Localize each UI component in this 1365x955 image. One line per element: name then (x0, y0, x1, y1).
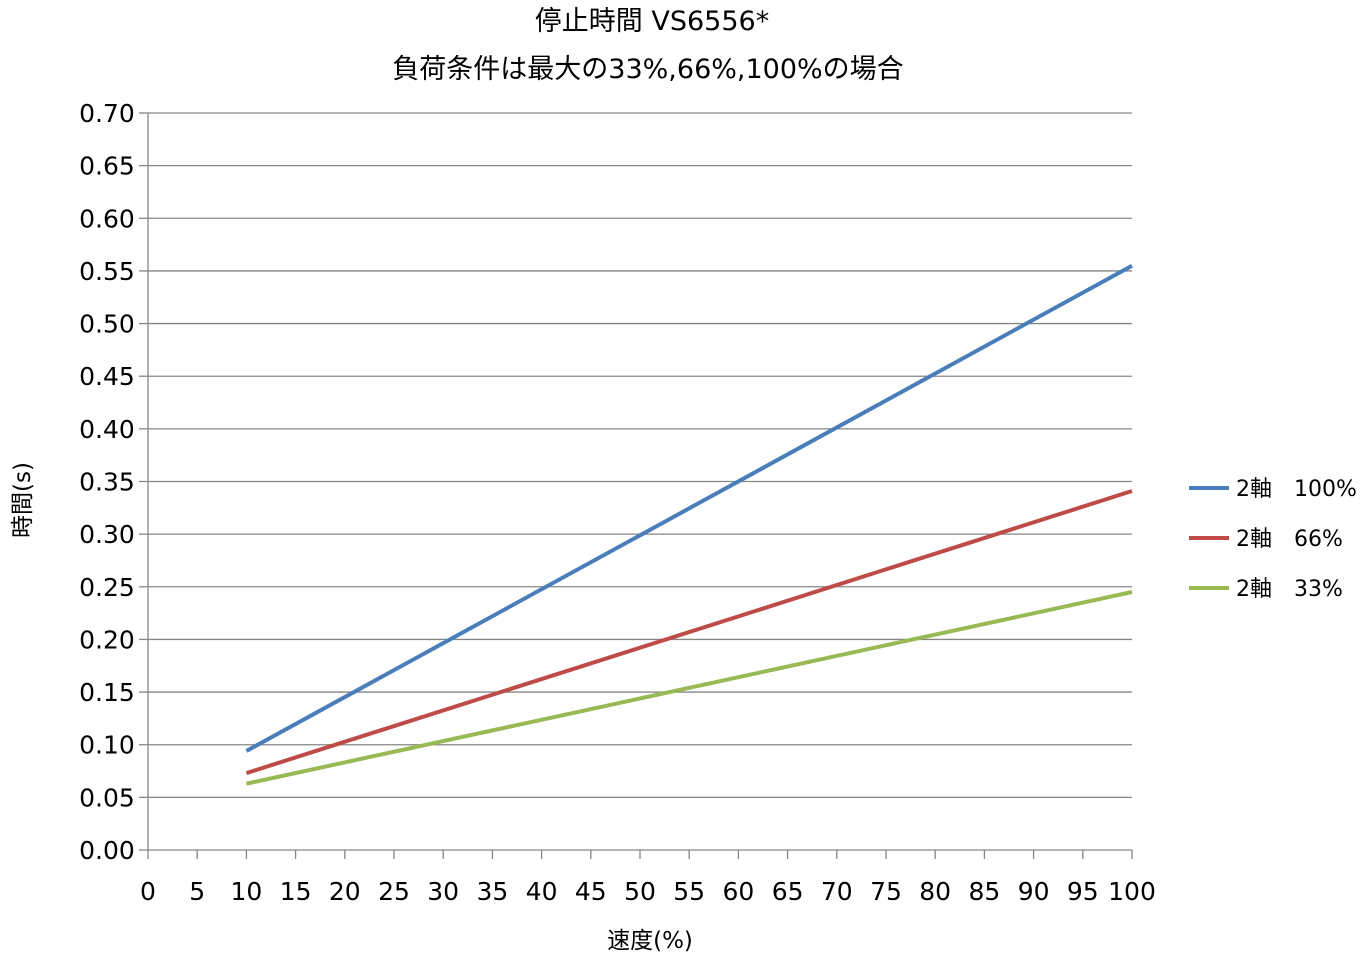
y-tick-label: 0.05 (79, 783, 135, 812)
y-tick-label: 0.60 (79, 204, 135, 233)
y-tick-label: 0.15 (79, 678, 135, 707)
x-tick-label: 75 (870, 877, 902, 906)
x-tick-label: 40 (526, 877, 558, 906)
chart-subtitle: 負荷条件は最大の33%,66%,100%の場合 (392, 54, 903, 85)
y-axis-tick-labels: 0.00 0.05 0.10 0.15 0.20 0.25 0.30 0.35 0.40 0.45… (79, 99, 135, 865)
x-axis-tick-labels: 0 5 10 15 20 25 30 35 40 45 50 55 60 65 70 75 80 85 90 95 10… (140, 877, 1156, 906)
y-tick-label: 0.45 (79, 362, 135, 391)
x-tick-label: 85 (968, 877, 1000, 906)
x-tick-label: 60 (722, 877, 754, 906)
x-tick-label: 50 (624, 877, 656, 906)
legend: 2軸 100% 2軸 66% 2軸 33% (1189, 477, 1357, 602)
x-tick-label: 15 (280, 877, 312, 906)
y-axis-title: 時間(s) (10, 462, 36, 538)
x-tick-label: 90 (1018, 877, 1050, 906)
x-axis-title: 速度(%) (607, 928, 693, 954)
y-tick-label: 0.30 (79, 520, 135, 549)
x-tick-label: 35 (476, 877, 508, 906)
legend-label: 2軸 66% (1236, 527, 1343, 552)
x-tick-label: 10 (230, 877, 262, 906)
y-tick-label: 0.70 (79, 99, 135, 128)
series-line (245, 590, 1133, 786)
legend-label: 2軸 100% (1236, 477, 1357, 502)
axes (139, 112, 1133, 859)
series-line (245, 489, 1133, 776)
y-tick-label: 0.40 (79, 415, 135, 444)
x-tick-label: 100 (1108, 877, 1156, 906)
y-tick-label: 0.50 (79, 310, 135, 339)
x-tick-label: 95 (1067, 877, 1099, 906)
x-tick-label: 45 (575, 877, 607, 906)
gridlines (148, 112, 1132, 799)
y-tick-label: 0.00 (79, 836, 135, 865)
legend-label: 2軸 33% (1236, 577, 1343, 602)
x-tick-label: 25 (378, 877, 410, 906)
y-tick-label: 0.55 (79, 257, 135, 286)
y-tick-label: 0.65 (79, 152, 135, 181)
series-line (245, 263, 1133, 753)
x-tick-label: 55 (673, 877, 705, 906)
x-tick-label: 20 (329, 877, 361, 906)
y-tick-label: 0.35 (79, 468, 135, 497)
series-lines (245, 263, 1133, 786)
x-tick-label: 30 (427, 877, 459, 906)
x-tick-label: 0 (140, 877, 156, 906)
chart-title: 停止時間 VS6556* (535, 6, 769, 37)
x-tick-label: 65 (772, 877, 804, 906)
y-tick-label: 0.25 (79, 573, 135, 602)
y-tick-label: 0.20 (79, 625, 135, 654)
x-tick-label: 5 (189, 877, 205, 906)
x-tick-label: 80 (919, 877, 951, 906)
y-tick-label: 0.10 (79, 731, 135, 760)
x-tick-label: 70 (821, 877, 853, 906)
